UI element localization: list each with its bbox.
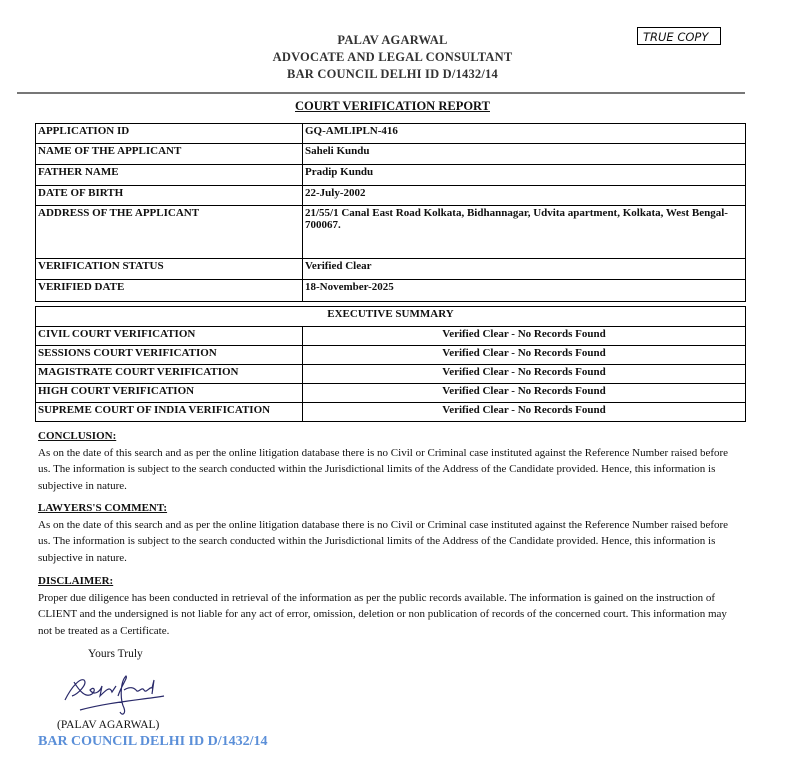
comment-heading: LAWYERS'S COMMENT: (38, 502, 168, 514)
disclaimer-heading: DISCLAIMER: (38, 575, 114, 587)
label-cell: VERIFIED DATE (35, 279, 303, 302)
table-row: CIVIL COURT VERIFICATION Verified Clear -… (35, 326, 746, 346)
advocate-designation: ADVOCATE AND LEGAL CONSULTANT (272, 50, 513, 64)
label-cell: SESSIONS COURT VERIFICATION (35, 345, 303, 365)
value-cell: Verified Clear - No Records Found (302, 345, 746, 365)
table-row: VERIFICATION STATUS Verified Clear (35, 258, 746, 280)
value-cell: Verified Clear (302, 258, 746, 280)
disclaimer-section: DISCLAIMER: Proper due diligence has bee… (38, 573, 738, 639)
table-row: VERIFIED DATE 18-November-2025 (35, 279, 746, 302)
label-cell: NAME OF THE APPLICANT (35, 143, 303, 165)
comment-text: As on the date of this search and as per… (38, 518, 729, 564)
value-cell: Verified Clear - No Records Found (302, 364, 746, 384)
value-cell: Verified Clear - No Records Found (302, 402, 746, 422)
value-cell: Verified Clear - No Records Found (302, 326, 746, 346)
label-cell: APPLICATION ID (35, 123, 303, 144)
value-cell: Pradip Kundu (302, 164, 746, 186)
label-cell: CIVIL COURT VERIFICATION (35, 326, 303, 346)
table-row: HIGH COURT VERIFICATION Verified Clear - … (35, 383, 746, 403)
value-cell: 21/55/1 Canal East Road Kolkata, Bidhann… (302, 205, 746, 259)
advocate-name: PALAV AGARWAL (337, 33, 448, 47)
value-cell: 22-July-2002 (302, 185, 746, 206)
table-row: APPLICATION ID GQ-AMLIPLN-416 (35, 123, 746, 144)
executive-summary-table: EXECUTIVE SUMMARY CIVIL COURT VERIFICATI… (35, 306, 746, 422)
table-row: SUPREME COURT OF INDIA VERIFICATION Verif… (35, 402, 746, 422)
lawyers-comment-section: LAWYERS'S COMMENT: As on the date of thi… (38, 500, 738, 566)
table-row: MAGISTRATE COURT VERIFICATION Verified Cl… (35, 364, 746, 384)
header-divider (17, 92, 745, 94)
label-cell: DATE OF BIRTH (35, 185, 303, 206)
true-copy-stamp: TRUE COPY (637, 27, 721, 45)
signatory-bar-id: BAR COUNCIL DELHI ID D/1432/14 (38, 734, 268, 749)
report-title: COURT VERIFICATION REPORT (295, 99, 490, 113)
label-cell: ADDRESS OF THE APPLICANT (35, 205, 303, 259)
label-cell: MAGISTRATE COURT VERIFICATION (35, 364, 303, 384)
conclusion-heading: CONCLUSION: (38, 430, 117, 442)
table-row: SESSIONS COURT VERIFICATION Verified Clea… (35, 345, 746, 365)
signature-image (64, 675, 165, 715)
details-table: APPLICATION ID GQ-AMLIPLN-416 NAME OF THE… (35, 123, 746, 302)
value-cell: Verified Clear - No Records Found (302, 383, 746, 403)
conclusion-section: CONCLUSION: As on the date of this searc… (38, 428, 738, 494)
label-cell: VERIFICATION STATUS (35, 258, 303, 280)
summary-heading: EXECUTIVE SUMMARY (35, 306, 746, 327)
table-row: DATE OF BIRTH 22-July-2002 (35, 185, 746, 206)
value-cell: Saheli Kundu (302, 143, 746, 165)
table-row: FATHER NAME Pradip Kundu (35, 164, 746, 186)
table-row: ADDRESS OF THE APPLICANT 21/55/1 Canal Ea… (35, 205, 746, 259)
disclaimer-text: Proper due diligence has been conducted … (38, 591, 727, 637)
label-cell: HIGH COURT VERIFICATION (35, 383, 303, 403)
label-cell: SUPREME COURT OF INDIA VERIFICATION (35, 402, 303, 422)
value-cell: GQ-AMLIPLN-416 (302, 123, 746, 144)
signatory-name: (PALAV AGARWAL) (57, 719, 160, 731)
summary-heading-row: EXECUTIVE SUMMARY (35, 306, 746, 327)
conclusion-text: As on the date of this search and as per… (38, 446, 729, 492)
closing-text: Yours Truly (88, 648, 143, 660)
table-row: NAME OF THE APPLICANT Saheli Kundu (35, 143, 746, 165)
label-cell: FATHER NAME (35, 164, 303, 186)
value-cell: 18-November-2025 (302, 279, 746, 302)
advocate-bar-id: BAR COUNCIL DELHI ID D/1432/14 (287, 67, 498, 81)
